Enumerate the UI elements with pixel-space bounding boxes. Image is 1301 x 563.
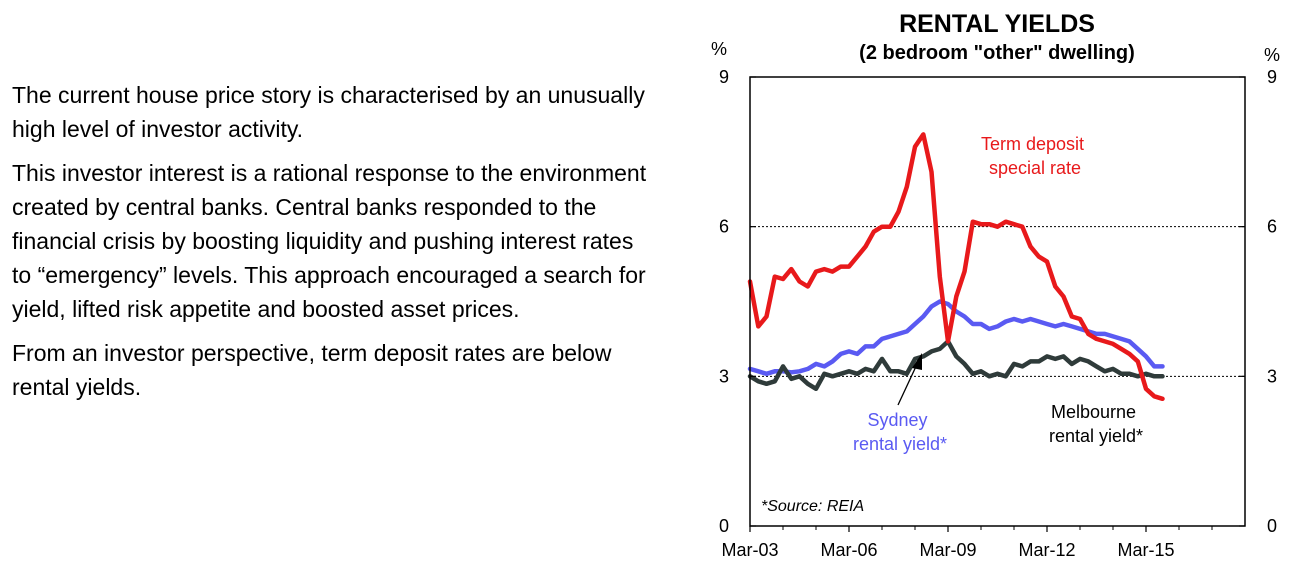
y-tick-right-9: 9 <box>1267 67 1277 87</box>
y-tick-left-6: 6 <box>719 217 729 237</box>
paragraph-central-banks: This investor interest is a rational res… <box>12 160 647 322</box>
sydney-arrow <box>897 353 922 406</box>
chart-subtitle: (2 bedroom "other" dwelling) <box>859 42 1135 64</box>
series-line-sydney-rental-yield <box>747 299 1165 377</box>
y-tick-left-3: 3 <box>719 366 729 386</box>
x-tick-Mar-03: Mar-03 <box>721 540 778 560</box>
y-tick-left-0: 0 <box>719 516 729 536</box>
plot-frame <box>749 76 1246 527</box>
series-line-term-deposit-special-rate <box>747 132 1165 402</box>
term-deposit-label: Term deposit special rate <box>981 134 1089 178</box>
y-unit-left: % <box>711 39 727 59</box>
y-tick-right-6: 6 <box>1267 217 1277 237</box>
source-note: *Source: REIA <box>761 498 864 515</box>
y-tick-right-0: 0 <box>1267 516 1277 536</box>
y-tick-right-3: 3 <box>1267 366 1277 386</box>
paragraph-term-deposits: From an investor perspective, term depos… <box>12 340 612 400</box>
sydney-label: Sydney rental yield* <box>853 410 947 454</box>
x-tick-Mar-15: Mar-15 <box>1117 540 1174 560</box>
series-line-melbourne-rental-yield <box>747 339 1165 392</box>
y-tick-left-9: 9 <box>719 67 729 87</box>
melbourne-label: Melbourne rental yield* <box>1049 402 1143 446</box>
x-tick-Mar-09: Mar-09 <box>919 540 976 560</box>
chart-title: RENTAL YIELDS <box>899 10 1095 38</box>
y-unit-right: % <box>1264 45 1280 65</box>
x-tick-Mar-12: Mar-12 <box>1018 540 1075 560</box>
paragraph-investor-activity: The current house price story is charact… <box>12 82 645 142</box>
x-tick-Mar-06: Mar-06 <box>820 540 877 560</box>
commentary-text: The current house price story is charact… <box>12 78 652 414</box>
